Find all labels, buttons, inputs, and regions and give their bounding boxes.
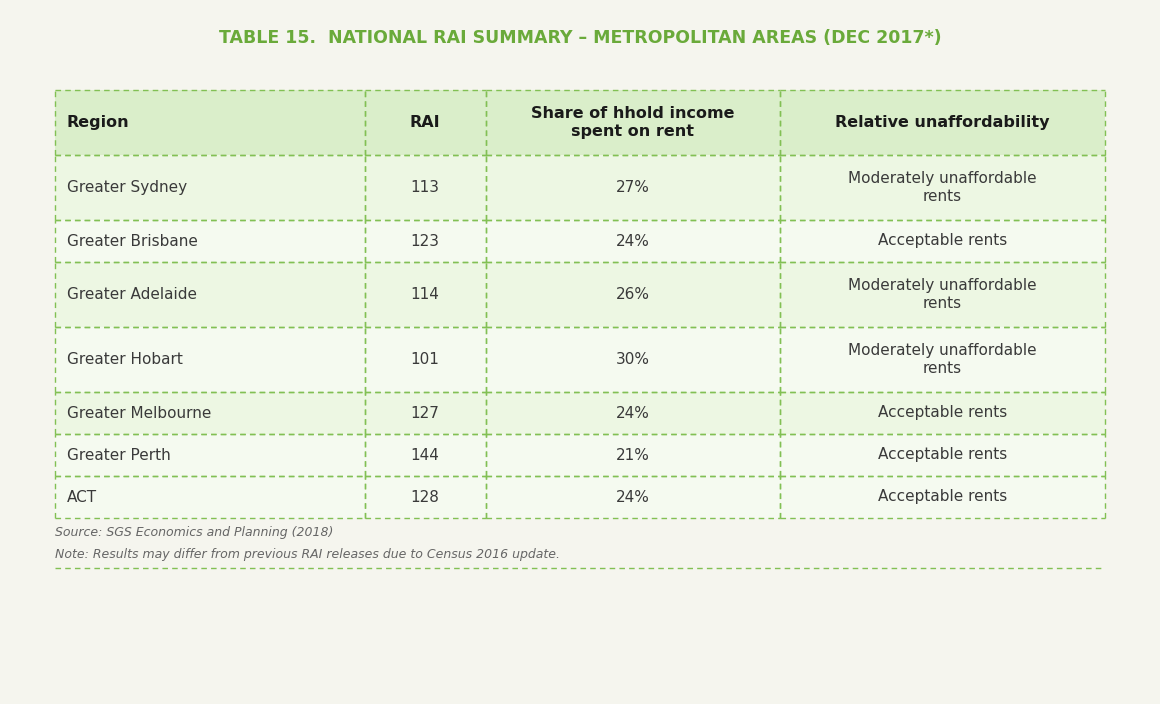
Text: Acceptable rents: Acceptable rents bbox=[878, 234, 1007, 249]
Text: 127: 127 bbox=[411, 406, 440, 420]
Text: 30%: 30% bbox=[616, 352, 650, 367]
Text: Greater Brisbane: Greater Brisbane bbox=[67, 234, 198, 249]
Text: Acceptable rents: Acceptable rents bbox=[878, 406, 1007, 420]
Text: Note: Results may differ from previous RAI releases due to Census 2016 update.: Note: Results may differ from previous R… bbox=[55, 548, 560, 561]
Bar bbox=[55, 327, 1105, 392]
Bar bbox=[55, 155, 1105, 220]
Text: Source: SGS Economics and Planning (2018): Source: SGS Economics and Planning (2018… bbox=[55, 526, 333, 539]
Text: ACT: ACT bbox=[67, 489, 97, 505]
Text: Acceptable rents: Acceptable rents bbox=[878, 489, 1007, 505]
Text: 114: 114 bbox=[411, 287, 440, 302]
Text: 101: 101 bbox=[411, 352, 440, 367]
Bar bbox=[55, 90, 364, 155]
Text: Share of hhold income
spent on rent: Share of hhold income spent on rent bbox=[531, 106, 734, 139]
Text: 123: 123 bbox=[411, 234, 440, 249]
Text: Greater Hobart: Greater Hobart bbox=[67, 352, 183, 367]
Text: 24%: 24% bbox=[616, 489, 650, 505]
Bar bbox=[364, 90, 486, 155]
Text: Relative unaffordability: Relative unaffordability bbox=[835, 115, 1050, 130]
Bar bbox=[55, 476, 1105, 518]
Bar bbox=[55, 262, 1105, 327]
Bar bbox=[55, 220, 1105, 262]
Text: 26%: 26% bbox=[616, 287, 650, 302]
Text: Greater Sydney: Greater Sydney bbox=[67, 180, 187, 195]
Text: Acceptable rents: Acceptable rents bbox=[878, 448, 1007, 463]
Text: 113: 113 bbox=[411, 180, 440, 195]
Text: Moderately unaffordable
rents: Moderately unaffordable rents bbox=[848, 278, 1037, 310]
Text: 24%: 24% bbox=[616, 406, 650, 420]
Text: Greater Melbourne: Greater Melbourne bbox=[67, 406, 211, 420]
Bar bbox=[55, 434, 1105, 476]
Bar bbox=[780, 90, 1105, 155]
Text: Greater Adelaide: Greater Adelaide bbox=[67, 287, 197, 302]
Text: RAI: RAI bbox=[409, 115, 441, 130]
Text: Moderately unaffordable
rents: Moderately unaffordable rents bbox=[848, 344, 1037, 376]
Text: Moderately unaffordable
rents: Moderately unaffordable rents bbox=[848, 171, 1037, 203]
Text: 21%: 21% bbox=[616, 448, 650, 463]
Text: Greater Perth: Greater Perth bbox=[67, 448, 171, 463]
Text: 128: 128 bbox=[411, 489, 440, 505]
Text: Region: Region bbox=[67, 115, 130, 130]
Bar bbox=[55, 392, 1105, 434]
Bar bbox=[486, 90, 780, 155]
Text: 144: 144 bbox=[411, 448, 440, 463]
Text: 27%: 27% bbox=[616, 180, 650, 195]
Text: TABLE 15.  NATIONAL RAI SUMMARY – METROPOLITAN AREAS (DEC 2017*): TABLE 15. NATIONAL RAI SUMMARY – METROPO… bbox=[219, 29, 941, 47]
Text: 24%: 24% bbox=[616, 234, 650, 249]
